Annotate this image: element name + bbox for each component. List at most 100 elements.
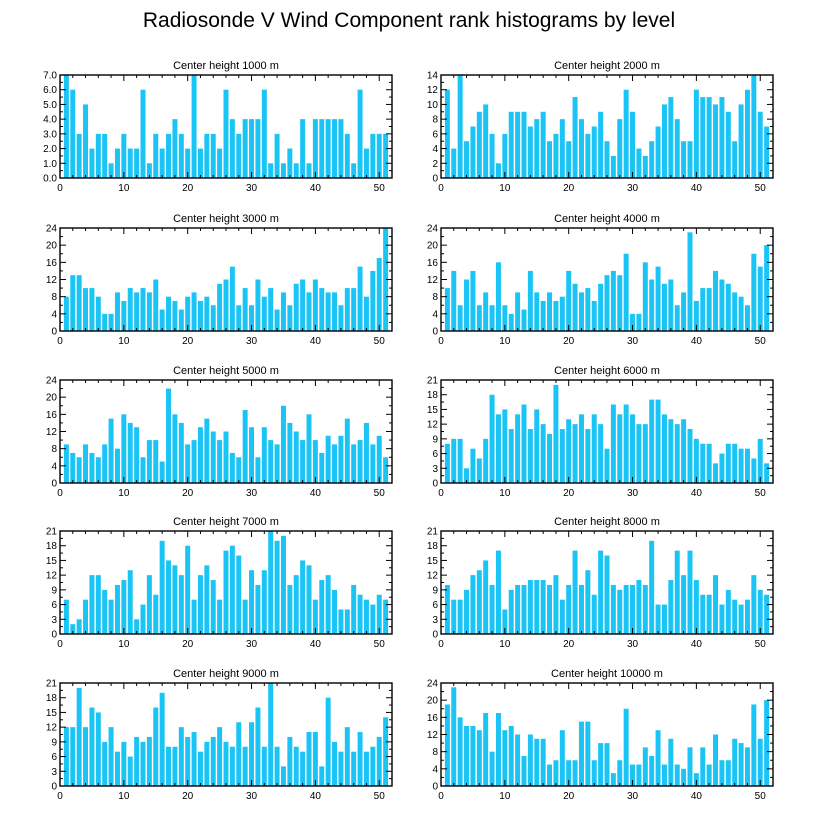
- panel-5: Center height 5000 m 0 10 20 30 40 50 0 4 8 12 16 20…: [46, 365, 393, 499]
- bar: [172, 119, 178, 178]
- bar: [693, 580, 699, 634]
- bar: [274, 444, 280, 484]
- y-tick-label: 7.0: [43, 71, 57, 82]
- bar: [476, 111, 482, 178]
- bar: [751, 458, 757, 483]
- bar: [236, 457, 242, 483]
- bar: [623, 404, 629, 483]
- bar: [617, 414, 623, 483]
- bar: [604, 555, 610, 634]
- bar: [591, 594, 597, 634]
- x-tick-label: 30: [627, 791, 639, 802]
- bar: [527, 580, 533, 634]
- bar: [293, 746, 299, 786]
- bar: [351, 444, 357, 484]
- y-tick-label: 12: [427, 420, 439, 431]
- bar: [268, 163, 274, 178]
- bar: [681, 419, 687, 483]
- bar: [623, 708, 629, 786]
- bar: [738, 296, 744, 331]
- bar: [351, 584, 357, 634]
- bar: [172, 414, 178, 483]
- bar: [172, 300, 178, 331]
- x-tick-label: 50: [755, 639, 767, 650]
- bar: [102, 741, 108, 786]
- bar: [114, 751, 120, 786]
- bar: [681, 292, 687, 332]
- bar: [140, 288, 146, 331]
- y-tick-label: 18: [46, 693, 58, 704]
- panel-2: Center height 2000 m 0 10 20 30 40 50 0 2 4 6 8 10 12…: [427, 60, 774, 194]
- y-tick-label: 18: [427, 541, 439, 552]
- bar: [457, 717, 463, 786]
- x-tick-label: 20: [182, 791, 194, 802]
- bar: [114, 584, 120, 634]
- bar: [370, 444, 376, 484]
- bar: [191, 440, 197, 483]
- bar: [655, 604, 661, 634]
- bar: [223, 431, 229, 483]
- x-tick-label: 20: [563, 336, 575, 347]
- y-tick-label: 12: [427, 275, 439, 286]
- x-tick-label: 50: [374, 336, 386, 347]
- y-tick-label: 6: [51, 752, 57, 763]
- bar: [63, 75, 69, 178]
- bar: [642, 424, 648, 483]
- bar: [617, 119, 623, 178]
- x-tick-label: 20: [182, 488, 194, 499]
- bar: [751, 253, 757, 331]
- bar: [89, 452, 95, 483]
- bar: [63, 599, 69, 634]
- y-tick-label: 5.0: [43, 100, 57, 111]
- panel-9: Center height 9000 m 0 10 20 30 40 50 0 3 6 9 12 15 1…: [46, 668, 393, 802]
- bar: [325, 292, 331, 332]
- y-tick-label: 0: [432, 782, 438, 793]
- bar: [674, 764, 680, 786]
- bar: [713, 104, 719, 178]
- x-tick-label: 30: [627, 183, 639, 194]
- bar: [527, 734, 533, 786]
- bar: [223, 741, 229, 786]
- bar: [172, 565, 178, 634]
- bar: [508, 725, 514, 786]
- y-tick-label: 3.0: [43, 129, 57, 140]
- bar: [585, 570, 591, 634]
- bar: [674, 424, 680, 483]
- x-tick-label: 10: [499, 791, 511, 802]
- y-tick-label: 4.0: [43, 115, 57, 126]
- bar: [617, 275, 623, 331]
- bar: [713, 734, 719, 786]
- bar: [249, 570, 255, 634]
- bar: [376, 594, 382, 634]
- x-tick-label: 0: [438, 639, 444, 650]
- bar: [642, 747, 648, 787]
- bar: [470, 575, 476, 634]
- y-tick-label: 14: [427, 71, 439, 82]
- bar: [178, 422, 184, 483]
- bar: [604, 448, 610, 483]
- bar: [344, 609, 350, 634]
- bar: [661, 414, 667, 483]
- bar: [700, 594, 706, 634]
- bar: [312, 599, 318, 634]
- bar: [623, 584, 629, 634]
- bar: [738, 104, 744, 178]
- bar: [610, 155, 616, 178]
- bar: [300, 560, 306, 634]
- bar: [191, 732, 197, 786]
- bar: [732, 292, 738, 332]
- bar: [363, 599, 369, 634]
- y-tick-label: 12: [427, 571, 439, 582]
- panel-title: Center height 6000 m: [554, 365, 660, 377]
- x-tick-label: 50: [374, 488, 386, 499]
- x-tick-label: 0: [438, 336, 444, 347]
- bar: [210, 736, 216, 786]
- bar: [332, 444, 338, 484]
- bar: [527, 126, 533, 178]
- bar: [655, 399, 661, 483]
- bar: [197, 575, 203, 634]
- bar: [668, 738, 674, 786]
- bar: [217, 440, 223, 483]
- bar: [127, 422, 133, 483]
- bar: [95, 296, 101, 331]
